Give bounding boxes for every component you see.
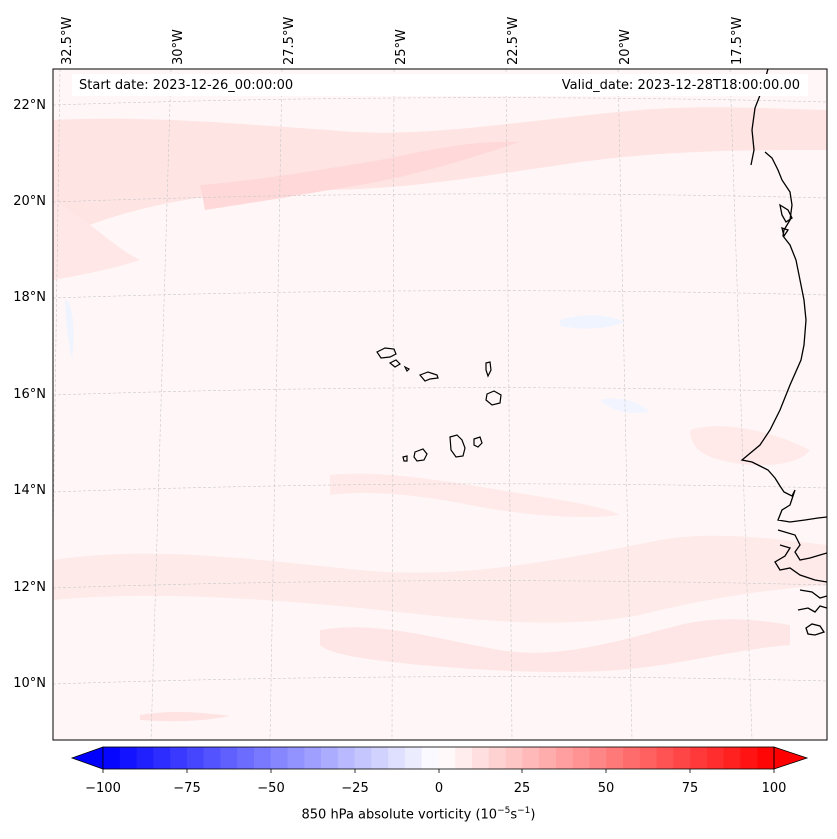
lat-label: 14°N <box>13 483 46 498</box>
colorbar-step <box>488 747 507 769</box>
lat-label: 16°N <box>13 387 46 402</box>
colorbar-step <box>757 747 775 769</box>
colorbar-tick-label: 0 <box>434 781 444 796</box>
lon-label: 17.5°W <box>730 16 745 65</box>
colorbar-step <box>170 747 188 769</box>
colorbar-step <box>287 747 305 769</box>
colorbar-step <box>522 747 540 769</box>
vorticity-patch-east <box>690 426 810 466</box>
colorbar-tick-label: 50 <box>597 781 615 796</box>
vorticity-band-mid <box>330 473 620 517</box>
lon-label: 30°W <box>171 29 186 65</box>
date-strip <box>72 74 808 96</box>
vorticity-band-south <box>53 535 827 623</box>
cape-verde-islands <box>376 347 502 462</box>
colorbar-step <box>740 747 758 769</box>
colorbar-step <box>673 747 691 769</box>
lat-label: 22°N <box>13 98 46 113</box>
colorbar-step <box>455 747 473 769</box>
lon-label: 25°W <box>394 29 409 65</box>
colorbar-step <box>539 747 557 769</box>
colorbar-step <box>119 747 138 769</box>
lon-label: 27.5°W <box>282 16 297 65</box>
lat-label: 20°N <box>13 194 46 209</box>
lon-label: 20°W <box>618 29 633 65</box>
lon-label: 22.5°W <box>506 16 521 65</box>
lat-label: 18°N <box>13 290 46 305</box>
colorbar-tick-label: −100 <box>85 781 121 796</box>
colorbar-step <box>606 747 624 769</box>
colorbar-step <box>371 747 389 769</box>
colorbar-tick-label: −75 <box>173 781 201 796</box>
colorbar-step <box>304 747 322 769</box>
colorbar-step <box>388 747 406 769</box>
colorbar-step <box>438 747 456 769</box>
colorbar-tick-label: 75 <box>681 781 699 796</box>
colorbar-step <box>690 747 708 769</box>
colorbar-step <box>354 747 372 769</box>
colorbar-step <box>505 747 523 769</box>
lon-label: 32.5°W <box>60 16 75 65</box>
lat-label: 10°N <box>13 676 46 691</box>
colorbar-step <box>270 747 289 769</box>
colorbar-tick-label: 25 <box>513 781 531 796</box>
colorbar-tick-label: −50 <box>257 781 285 796</box>
colorbar-step <box>103 747 121 769</box>
colorbar-step <box>253 747 272 769</box>
colorbar-title: 850 hPa absolute vorticity (10−5s−1) <box>301 806 536 823</box>
colorbar-step <box>337 747 356 769</box>
vorticity-patch-small <box>140 712 230 722</box>
african-coastline <box>740 69 827 636</box>
colorbar-step <box>656 747 674 769</box>
colorbar-step <box>623 747 641 769</box>
colorbar-step <box>589 747 607 769</box>
colorbar-tick-label: 100 <box>761 781 787 796</box>
colorbar-extend-negative <box>70 746 104 770</box>
colorbar-step <box>220 747 238 769</box>
colorbar-extend-positive <box>773 746 809 770</box>
colorbar-step <box>472 747 490 769</box>
colorbar-step <box>555 747 574 769</box>
colorbar-step <box>421 747 439 769</box>
vorticity-band-north <box>53 107 827 240</box>
valid-date-label: Valid_date: 2023-12-28T18:00:00.00 <box>561 78 800 93</box>
colorbar-tick-label: −25 <box>341 781 369 796</box>
start-date-label: Start date: 2023-12-26_00:00:00 <box>79 78 294 93</box>
colorbar-step <box>136 747 154 769</box>
colorbar-frame <box>102 746 775 770</box>
colorbar-step <box>237 747 255 769</box>
gridlines <box>53 69 827 740</box>
colorbar-step <box>404 747 423 769</box>
negative-vorticity-patch <box>560 315 625 329</box>
vorticity-band-south2 <box>320 619 790 673</box>
lat-label: 12°N <box>13 580 46 595</box>
colorbar-step <box>723 747 741 769</box>
map-panel <box>53 69 827 740</box>
vorticity-band-north-core <box>200 141 520 210</box>
negative-vorticity-patch <box>65 299 74 360</box>
map-frame <box>52 68 828 741</box>
colorbar-step <box>706 747 725 769</box>
vorticity-band-northwest <box>53 200 140 280</box>
colorbar-ticks <box>102 769 775 773</box>
colorbar-step <box>203 747 221 769</box>
colorbar-step <box>572 747 590 769</box>
colorbar-step <box>639 747 658 769</box>
colorbar <box>70 746 809 773</box>
colorbar-step <box>186 747 205 769</box>
colorbar-step <box>153 747 171 769</box>
colorbar-steps <box>103 747 775 769</box>
colorbar-step <box>321 747 339 769</box>
